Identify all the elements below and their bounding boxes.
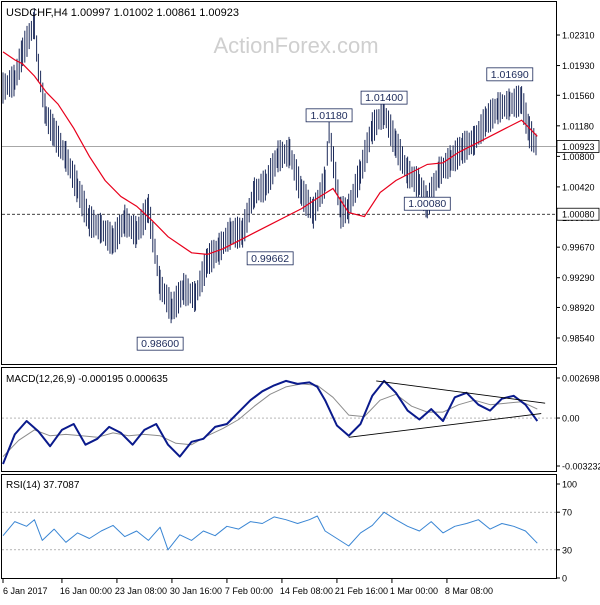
annotation-box bbox=[360, 90, 408, 105]
price-panel-frame bbox=[1, 1, 557, 365]
time-tick-label: 30 Jan 16:00 bbox=[170, 586, 222, 596]
time-tick-label: 7 Feb 00:00 bbox=[225, 586, 273, 596]
time-tick-label: 23 Jan 08:00 bbox=[115, 586, 167, 596]
support-price-label: 1.00080 bbox=[562, 210, 595, 220]
time-tick-label: 21 Feb 16:00 bbox=[335, 586, 388, 596]
rsi-title: RSI(14) 37.7087 bbox=[6, 480, 80, 491]
rsi-tick-label: 100 bbox=[562, 480, 577, 490]
current-price-box bbox=[556, 140, 600, 153]
rsi-panel-frame bbox=[1, 474, 557, 579]
macd-panel: MACD(12,26,9) -0.000195 0.000635 0.002698… bbox=[2, 374, 600, 472]
current-price-label: 1.00923 bbox=[562, 142, 595, 152]
macd-title: MACD(12,26,9) -0.000195 0.000635 bbox=[6, 374, 168, 385]
rsi-tick-label: 30 bbox=[562, 545, 572, 555]
price-tick-label: 1.01180 bbox=[562, 121, 594, 131]
rsi-tick-label: 0 bbox=[562, 574, 567, 584]
annotation-label: 0.99662 bbox=[251, 253, 289, 265]
annotation-box bbox=[136, 336, 184, 351]
time-tick-label: 14 Feb 08:00 bbox=[280, 586, 333, 596]
macd-panel-frame bbox=[1, 367, 557, 472]
annotation-label: 1.01400 bbox=[365, 92, 403, 104]
annotation-box bbox=[403, 196, 451, 211]
price-tick-label: 0.99670 bbox=[562, 243, 595, 253]
annotation-box bbox=[246, 251, 294, 266]
macd-tick-label: 0.002698 bbox=[562, 374, 600, 384]
price-tick-label: 0.98540 bbox=[562, 334, 595, 344]
annotation-box bbox=[486, 67, 534, 82]
annotation-box bbox=[305, 108, 353, 123]
macd-tick-label: 0.00 bbox=[562, 414, 580, 424]
macd-main-line bbox=[2, 379, 539, 465]
rsi-tick-label: 70 bbox=[562, 508, 572, 518]
price-tick-label: 0.99290 bbox=[562, 273, 595, 283]
price-tick-label: 1.00800 bbox=[562, 152, 595, 162]
symbol-info: USDCHF,H4 1.00997 1.01002 1.00861 1.0092… bbox=[6, 7, 239, 19]
annotation-label: 0.98600 bbox=[141, 338, 179, 350]
price-panel: 1.02310 1.01930 1.01560 1.01180 1.00800 1.004… bbox=[2, 8, 600, 351]
watermark: ActionForex.com bbox=[213, 33, 378, 58]
annotation-label: 1.00080 bbox=[408, 198, 446, 210]
macd-trendline bbox=[376, 380, 546, 404]
price-tick-label: 1.02310 bbox=[562, 31, 595, 41]
price-tick-label: 0.98920 bbox=[562, 303, 595, 313]
time-tick-label: 8 Mar 08:00 bbox=[445, 586, 493, 596]
price-tick-label: 1.01930 bbox=[562, 61, 595, 71]
rsi-panel: RSI(14) 37.7087 100 70 30 0 bbox=[2, 480, 577, 584]
moving-average-line bbox=[2, 51, 538, 256]
rsi-line bbox=[2, 511, 538, 551]
time-tick-label: 6 Jan 2017 bbox=[3, 586, 48, 596]
price-tick-label: 1.01560 bbox=[562, 91, 595, 101]
time-tick-label: 16 Jan 00:00 bbox=[60, 586, 112, 596]
macd-tick-label: -0.003232 bbox=[562, 462, 600, 472]
annotation-label: 1.01180 bbox=[310, 110, 347, 122]
annotation-label: 1.01690 bbox=[491, 69, 529, 81]
support-price-box bbox=[556, 207, 600, 221]
time-axis: 6 Jan 2017 16 Jan 00:00 23 Jan 08:00 30 Jan… bbox=[2, 579, 493, 596]
price-tick-label: 1.00420 bbox=[562, 182, 595, 192]
time-tick-label: 1 Mar 00:00 bbox=[390, 586, 438, 596]
macd-trendline bbox=[348, 413, 542, 438]
